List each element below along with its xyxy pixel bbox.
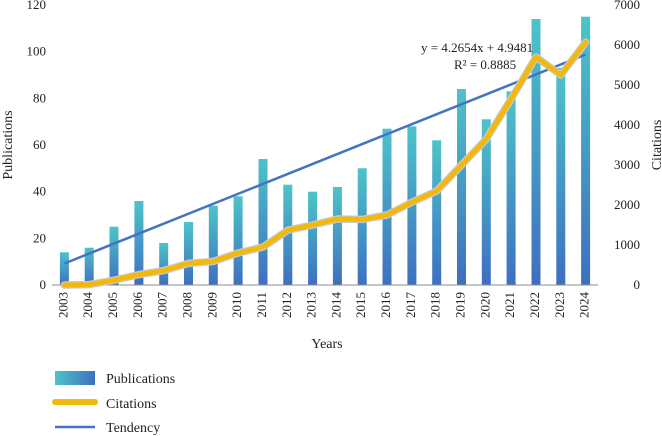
trend-r-squared: R² = 0.8885	[454, 57, 516, 72]
bar-2018	[432, 140, 442, 285]
left-tick-label: 60	[33, 137, 46, 152]
bar-2005	[109, 226, 119, 285]
x-tick-label: 2022	[527, 292, 542, 318]
bar-2014	[332, 187, 342, 285]
bar-2010	[233, 196, 243, 285]
left-tick-label: 120	[27, 0, 47, 12]
bar-2009	[208, 205, 218, 285]
left-tick-label: 100	[27, 44, 47, 59]
x-tick-label: 2003	[55, 292, 70, 318]
left-tick-label: 80	[33, 90, 46, 105]
x-tick-label: 2023	[552, 292, 567, 318]
bar-2022	[531, 19, 541, 285]
right-tick-label: 4000	[614, 117, 640, 132]
x-tick-label: 2020	[477, 292, 492, 318]
x-tick-label: 2012	[279, 292, 294, 318]
x-tick-label: 2017	[403, 292, 418, 319]
bar-2015	[357, 168, 367, 285]
publications-bars	[59, 16, 591, 285]
right-axis-ticks: 0 1000 2000 3000 4000 5000 6000 7000	[614, 0, 640, 292]
legend-swatch-publications	[55, 371, 95, 385]
bar-2023	[556, 68, 566, 285]
right-tick-label: 5000	[614, 77, 640, 92]
x-axis-ticks: 2003 2004 2005 2006 2007 2008 2009 2010 2011 2012…	[55, 291, 591, 318]
x-tick-label: 2016	[378, 291, 393, 318]
tendency-group	[63, 53, 587, 265]
legend-label-publications: Publications	[106, 372, 175, 387]
bar-2024	[581, 16, 591, 285]
bar-2020	[481, 119, 491, 285]
x-tick-label: 2010	[229, 292, 244, 318]
x-tick-label: 2015	[353, 292, 368, 318]
x-tick-label: 2014	[328, 291, 343, 318]
right-tick-label: 0	[634, 277, 641, 292]
right-tick-label: 2000	[614, 197, 640, 212]
x-tick-label: 2021	[502, 292, 517, 318]
citations-line	[61, 39, 589, 288]
trend-equation: y = 4.2654x + 4.9481	[421, 40, 533, 55]
citations-group	[60, 38, 590, 289]
x-tick-label: 2019	[452, 292, 467, 318]
bar-2004	[84, 247, 94, 285]
x-tick-label: 2008	[179, 292, 194, 318]
bar-2007	[159, 243, 169, 285]
bar-2006	[134, 201, 144, 285]
x-tick-label: 2018	[428, 292, 443, 318]
x-tick-label: 2005	[105, 292, 120, 318]
x-tick-label: 2013	[304, 292, 319, 318]
legend: Publications Citations Tendency	[52, 371, 175, 436]
right-tick-label: 6000	[614, 37, 640, 52]
bar-2011	[258, 159, 268, 285]
y-axis-title: Publications	[1, 110, 16, 179]
right-tick-label: 1000	[614, 237, 640, 252]
x-tick-label: 2006	[130, 292, 145, 319]
x-tick-label: 2011	[254, 292, 269, 318]
x-tick-label: 2024	[577, 292, 592, 319]
x-tick-label: 2009	[204, 292, 219, 318]
y2-axis-title: Citations	[650, 120, 662, 171]
bar-2008	[184, 222, 193, 285]
tendency-line	[63, 53, 587, 265]
x-tick-label: 2007	[155, 292, 170, 319]
legend-label-tendency: Tendency	[106, 421, 160, 436]
left-axis-ticks: 0 20 40 60 80 100 120	[27, 0, 47, 292]
x-tick-label: 2004	[80, 291, 95, 318]
legend-label-citations: Citations	[106, 397, 157, 412]
left-tick-label: 0	[40, 277, 47, 292]
bar-2013	[308, 191, 318, 285]
x-axis-title: Years	[311, 337, 342, 352]
bar-2003	[59, 252, 69, 285]
right-tick-label: 7000	[614, 0, 640, 12]
left-tick-label: 20	[33, 230, 46, 245]
bar-2016	[382, 128, 392, 285]
bar-2012	[283, 184, 293, 285]
left-tick-label: 40	[33, 184, 46, 199]
bar-2019	[457, 89, 466, 285]
bar-2021	[506, 91, 516, 285]
right-tick-label: 3000	[614, 157, 640, 172]
